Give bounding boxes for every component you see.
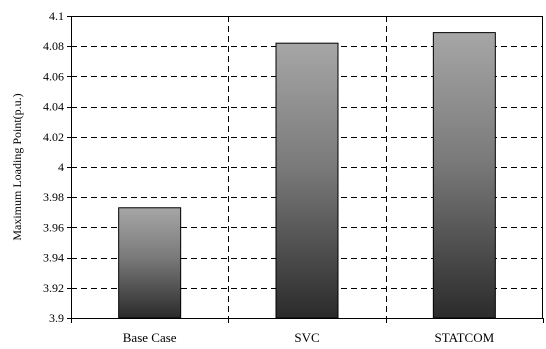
x-tick-label: SVC [294,330,319,345]
y-tick-label: 3.96 [43,220,64,234]
bar-statcom [432,32,496,319]
y-tick-label: 4.02 [43,130,64,144]
y-tick-label: 4.08 [43,39,64,53]
y-tick-label: 4.06 [43,69,64,83]
plot-frame [71,16,543,319]
x-tick-label: STATCOM [435,330,495,345]
y-tick-label: 4.04 [43,100,64,114]
bar-base-case [118,207,182,319]
y-tick-label: 3.94 [43,251,64,265]
y-tick-label: 3.92 [43,281,64,295]
y-tick-label: 4 [58,160,64,174]
x-tick-labels: Base Case SVC STATCOM [71,318,544,345]
y-tick-label: 4.1 [49,9,64,23]
y-tick-labels: 3.9 3.92 3.94 3.96 3.98 4 4.02 4.04 4.06 4.08 4.1 [43,9,71,325]
bar-svc [275,42,339,319]
bars [118,32,496,319]
y-tick-label: 3.9 [49,311,64,325]
x-tick-label: Base Case [123,330,177,345]
y-tick-label: 3.98 [43,190,64,204]
y-axis-label: Maximum Loading Point(p.u.) [10,93,24,240]
